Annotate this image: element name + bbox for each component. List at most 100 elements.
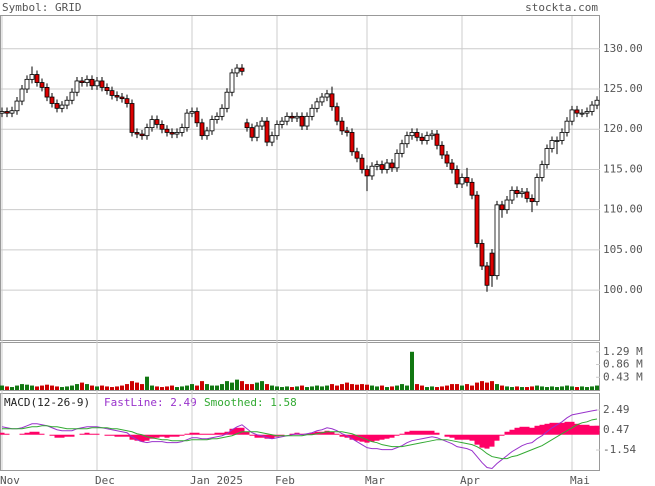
volume-bar bbox=[520, 387, 524, 390]
candle-body bbox=[349, 132, 355, 153]
y-tick-label: 0.47 bbox=[603, 423, 630, 436]
histogram-bar bbox=[59, 434, 65, 438]
histogram-bar bbox=[354, 434, 360, 441]
candle-body bbox=[259, 120, 265, 127]
candle-body bbox=[359, 157, 365, 170]
candle-body bbox=[239, 67, 245, 72]
volume-bar bbox=[80, 382, 84, 390]
candle-body bbox=[439, 144, 445, 156]
candle-body bbox=[24, 78, 30, 90]
volume-bar bbox=[300, 385, 304, 390]
candle-body bbox=[149, 119, 155, 129]
volume-bar bbox=[435, 387, 439, 390]
candle-body bbox=[264, 120, 270, 143]
volume-bar bbox=[345, 382, 349, 390]
volume-bar bbox=[565, 385, 569, 390]
histogram-bar bbox=[349, 434, 355, 440]
candle-body bbox=[19, 88, 25, 102]
volume-bar bbox=[70, 385, 74, 390]
candle-body bbox=[224, 91, 230, 109]
volume-bar bbox=[60, 387, 64, 390]
volume-bar bbox=[120, 385, 124, 390]
volume-bar bbox=[525, 387, 529, 390]
candle-body bbox=[179, 127, 185, 133]
candle-body bbox=[184, 112, 190, 129]
y-tick-label: 115.00 bbox=[603, 162, 643, 175]
volume-bar bbox=[125, 384, 129, 390]
volume-bar bbox=[440, 386, 444, 390]
candle-body bbox=[579, 112, 585, 115]
candle-body bbox=[169, 132, 175, 135]
candle-body bbox=[484, 265, 490, 286]
volume-bar bbox=[405, 385, 409, 390]
histogram-bar bbox=[449, 434, 455, 438]
volume-bar bbox=[585, 387, 589, 390]
candle-body bbox=[539, 164, 545, 178]
histogram-bar bbox=[399, 433, 405, 435]
candle-body bbox=[324, 93, 330, 98]
histogram-bar bbox=[444, 434, 450, 437]
candle-body bbox=[339, 120, 345, 132]
histogram-bar bbox=[424, 430, 430, 435]
volume-bar bbox=[350, 384, 354, 390]
volume-bar bbox=[200, 381, 204, 390]
volume-bar bbox=[390, 386, 394, 390]
volume-bar bbox=[455, 384, 459, 390]
histogram-bar bbox=[309, 432, 315, 435]
histogram-bar bbox=[339, 434, 345, 437]
candle-body bbox=[204, 130, 210, 137]
volume-bar bbox=[545, 387, 549, 390]
histogram-bar bbox=[184, 433, 190, 435]
histogram-bar bbox=[119, 434, 125, 437]
histogram-bar bbox=[579, 424, 585, 435]
volume-bar bbox=[185, 385, 189, 390]
histogram-bar bbox=[394, 434, 400, 436]
volume-bar bbox=[315, 385, 319, 390]
histogram-bar bbox=[454, 434, 460, 440]
volume-bar bbox=[480, 381, 484, 390]
volume-bar bbox=[155, 386, 159, 390]
histogram-bar bbox=[124, 434, 130, 437]
candle-body bbox=[544, 148, 550, 166]
volume-bar bbox=[95, 386, 99, 390]
histogram-bar bbox=[529, 427, 535, 435]
candle-body bbox=[589, 104, 595, 112]
candle-body bbox=[154, 119, 160, 125]
candle-body bbox=[94, 80, 100, 87]
histogram-bar bbox=[104, 434, 110, 436]
candle-body bbox=[59, 104, 65, 109]
candle-body bbox=[529, 198, 535, 203]
histogram-bar bbox=[79, 433, 85, 435]
histogram-bar bbox=[489, 434, 495, 447]
candle-body bbox=[54, 103, 60, 109]
candle-body bbox=[254, 125, 260, 138]
volume-bar bbox=[385, 387, 389, 390]
histogram-bar bbox=[514, 427, 520, 435]
candle-body bbox=[389, 162, 395, 169]
histogram-bar bbox=[544, 423, 550, 435]
x-tick-label: Apr bbox=[460, 474, 480, 486]
histogram-bar bbox=[34, 431, 40, 435]
candle-body bbox=[269, 135, 275, 143]
volume-bar bbox=[85, 384, 89, 390]
candle-body bbox=[64, 99, 70, 106]
histogram-bar bbox=[64, 434, 70, 437]
volume-bar bbox=[310, 386, 314, 390]
candle-body bbox=[494, 204, 500, 277]
volume-bar bbox=[290, 387, 294, 390]
histogram-bar bbox=[174, 434, 180, 437]
histogram-bar bbox=[214, 432, 220, 435]
histogram-bar bbox=[249, 434, 255, 436]
histogram-bar bbox=[189, 432, 195, 435]
histogram-bar bbox=[209, 433, 215, 435]
candle-body bbox=[119, 96, 125, 100]
volume-bar bbox=[530, 386, 534, 390]
volume-bar bbox=[165, 386, 169, 390]
candle-body bbox=[469, 181, 475, 196]
candle-body bbox=[499, 204, 505, 211]
volume-bar bbox=[215, 385, 219, 390]
histogram-bar bbox=[29, 431, 35, 435]
histogram-bar bbox=[584, 424, 590, 435]
volume-bar bbox=[275, 386, 279, 390]
